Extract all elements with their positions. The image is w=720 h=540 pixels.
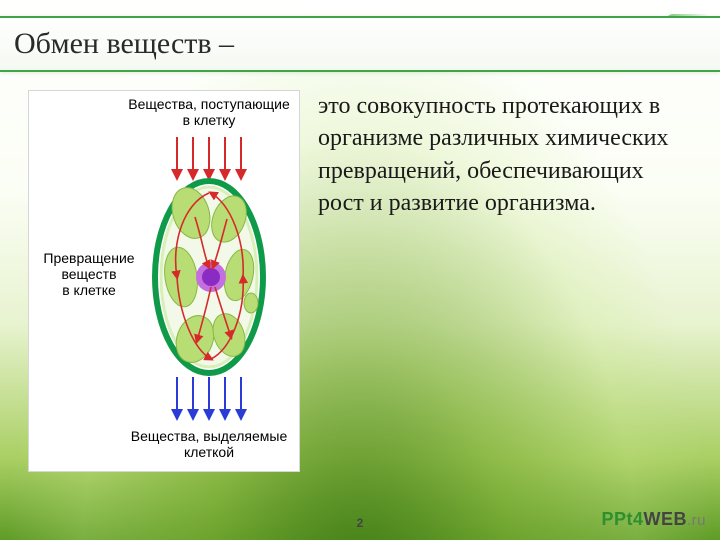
svg-text:Вещества, выделяемые: Вещества, выделяемые	[131, 428, 288, 444]
svg-text:Превращение: Превращение	[43, 250, 134, 266]
watermark-ru: .ru	[687, 512, 706, 529]
title-bar: Обмен веществ –	[0, 16, 720, 72]
cell-diagram: Вещества, поступающиев клетку Превращение…	[28, 90, 300, 472]
body-text: это совокупность протекающих в организме…	[318, 90, 694, 510]
svg-text:в клетку: в клетку	[183, 112, 236, 128]
cell-svg: Вещества, поступающиев клетку Превращение…	[29, 91, 299, 471]
svg-text:клеткой: клеткой	[184, 444, 234, 460]
slide-title: Обмен веществ –	[14, 27, 234, 61]
svg-text:веществ: веществ	[61, 266, 116, 282]
svg-text:Вещества, поступающие: Вещества, поступающие	[128, 96, 290, 112]
svg-text:в клетке: в клетке	[62, 282, 116, 298]
watermark-w: WEB	[643, 509, 687, 529]
watermark-p: PPt4	[601, 509, 643, 529]
watermark: PPt4WEB.ru	[601, 509, 706, 530]
slide: Обмен веществ – Вещества, поступающиев к…	[0, 0, 720, 540]
content-area: Вещества, поступающиев клетку Превращение…	[28, 90, 694, 510]
